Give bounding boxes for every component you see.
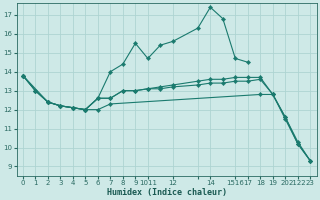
X-axis label: Humidex (Indice chaleur): Humidex (Indice chaleur): [107, 188, 227, 197]
